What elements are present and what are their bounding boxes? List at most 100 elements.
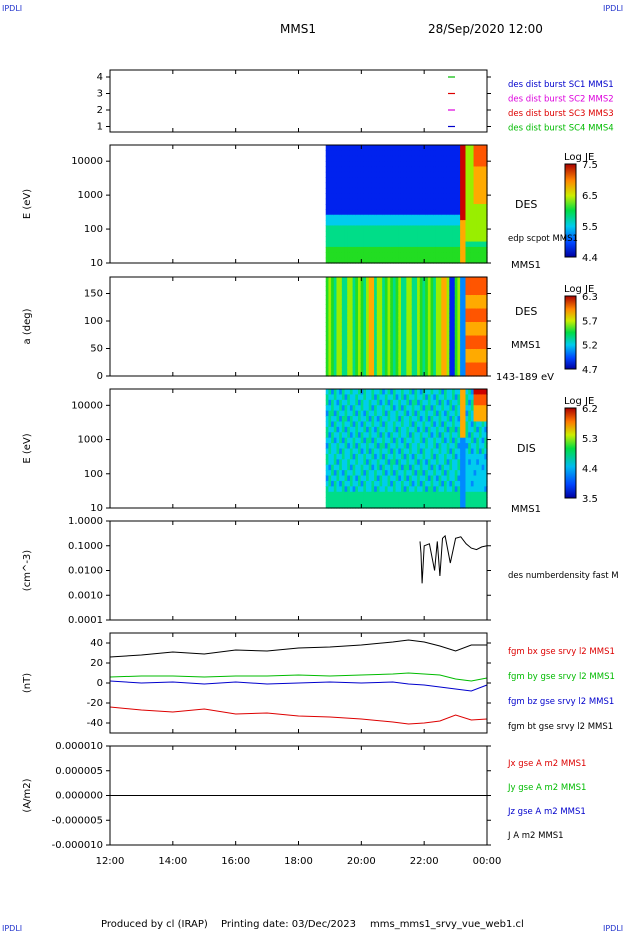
spectrogram-cell (484, 470, 488, 477)
spectrogram-cell (457, 371, 461, 377)
spectrogram-cell (339, 322, 343, 328)
spectrogram-cell (452, 331, 456, 337)
spectrogram-cell (341, 470, 346, 477)
spectrogram-cell (374, 257, 378, 264)
spectrogram-cell (363, 145, 367, 151)
spectrogram-cell (460, 340, 464, 346)
current-y-tick-label: -0.000005 (52, 815, 103, 826)
spectrogram-cell (438, 252, 442, 259)
spectrogram-cell (430, 362, 434, 368)
spectrogram-cell (371, 399, 375, 406)
spectrogram-cell (419, 344, 424, 350)
spectrogram-cell (473, 497, 477, 504)
spectrogram-cell (400, 421, 405, 428)
spectrogram-cell (333, 421, 338, 428)
spectrogram-cell (414, 497, 418, 504)
spectrogram-cell (409, 399, 413, 406)
spectrogram-cell (470, 252, 475, 259)
spectrogram-cell (366, 281, 370, 287)
spectrogram-cell (344, 416, 348, 423)
spectrogram-cell (384, 486, 389, 493)
spectrogram-cell (446, 299, 450, 305)
spectrogram-cell (460, 317, 464, 323)
spectrogram-cell (425, 198, 429, 205)
spectrogram-cell (403, 416, 407, 423)
spectrogram-cell (400, 459, 405, 466)
spectrogram-cell (384, 209, 389, 216)
spectrogram-cell (457, 209, 461, 216)
spectrogram-cell (457, 281, 461, 287)
spectrogram-cell (387, 464, 391, 471)
spectrogram-cell (411, 214, 416, 221)
spectrogram-cell (443, 340, 448, 346)
spectrogram-cell (328, 193, 332, 200)
spectrogram-cell (357, 367, 362, 373)
spectrogram-cell (441, 394, 445, 401)
spectrogram-cell (382, 358, 386, 364)
spectrogram-cell (382, 230, 386, 237)
spectrogram-cell (427, 308, 432, 314)
spectrogram-cell (371, 246, 375, 253)
spectrogram-cell (462, 362, 467, 368)
spectrogram-cell (387, 281, 391, 287)
spectrogram-cell (371, 459, 375, 466)
spacecraft-title: MMS1 (280, 22, 316, 36)
spectrogram-cell (400, 405, 405, 412)
spectrogram-cell (465, 182, 469, 189)
spectrogram-cell (349, 299, 354, 305)
spectrogram-cell (333, 177, 338, 184)
spectrogram-cell (438, 145, 442, 151)
spectrogram-cell (441, 331, 445, 337)
spectrogram-cell (478, 155, 483, 162)
spectrogram-cell (336, 214, 340, 221)
spectrogram-cell (481, 155, 485, 162)
spectrogram-cell (371, 371, 375, 377)
spectrogram-cell (427, 225, 432, 232)
spectrogram-cell (387, 246, 391, 253)
spectrogram-cell (470, 171, 475, 178)
spectrogram-cell (470, 155, 475, 162)
spectrogram-cell (368, 389, 373, 396)
spectrogram-cell (470, 416, 475, 423)
spectrogram-cell (449, 304, 453, 310)
spectrogram-cell (430, 448, 434, 455)
spectrogram-cell (435, 322, 440, 328)
spectrogram-cell (457, 171, 461, 178)
spectrogram-cell (441, 405, 445, 412)
spectrogram-cell (425, 308, 429, 314)
spectrogram-cell (457, 448, 461, 455)
spectrogram-cell (409, 257, 413, 264)
spectrogram-cell (333, 448, 338, 455)
spectrogram-cell (398, 161, 402, 168)
spectrogram-cell (443, 399, 448, 406)
spectrogram-cell (454, 399, 459, 406)
spectrogram-cell (478, 281, 483, 287)
spectrogram-cell (419, 349, 424, 355)
spectrogram-cell (325, 241, 330, 248)
spectrogram-cell (462, 443, 467, 450)
spectrogram-cell (427, 286, 432, 292)
spectrogram-cell (363, 453, 367, 460)
spectrogram-cell (484, 362, 488, 368)
spectrogram-cell (341, 166, 346, 173)
spectrogram-cell (460, 236, 464, 243)
spectrogram-cell (336, 491, 340, 498)
spectrogram-cell (374, 367, 378, 373)
spectrogram-cell (409, 277, 413, 283)
spectrogram-cell (368, 161, 373, 168)
spectrogram-cell (390, 486, 394, 493)
spectrogram-cell (398, 405, 402, 412)
spectrogram-cell (481, 371, 485, 377)
spectrogram-cell (484, 155, 488, 162)
spectrogram-cell (328, 470, 332, 477)
spectrogram-cell (360, 362, 364, 368)
spectrogram-cell (347, 437, 351, 444)
spectrogram-cell (419, 225, 424, 232)
spectrogram-cell (392, 405, 397, 412)
spectrogram-cell (411, 326, 416, 332)
spectrogram-cell (452, 437, 456, 444)
spectrogram-cell (411, 322, 416, 328)
spectrogram-cell (460, 286, 464, 292)
spectrogram-cell (341, 209, 346, 216)
spectrogram-cell (363, 399, 367, 406)
